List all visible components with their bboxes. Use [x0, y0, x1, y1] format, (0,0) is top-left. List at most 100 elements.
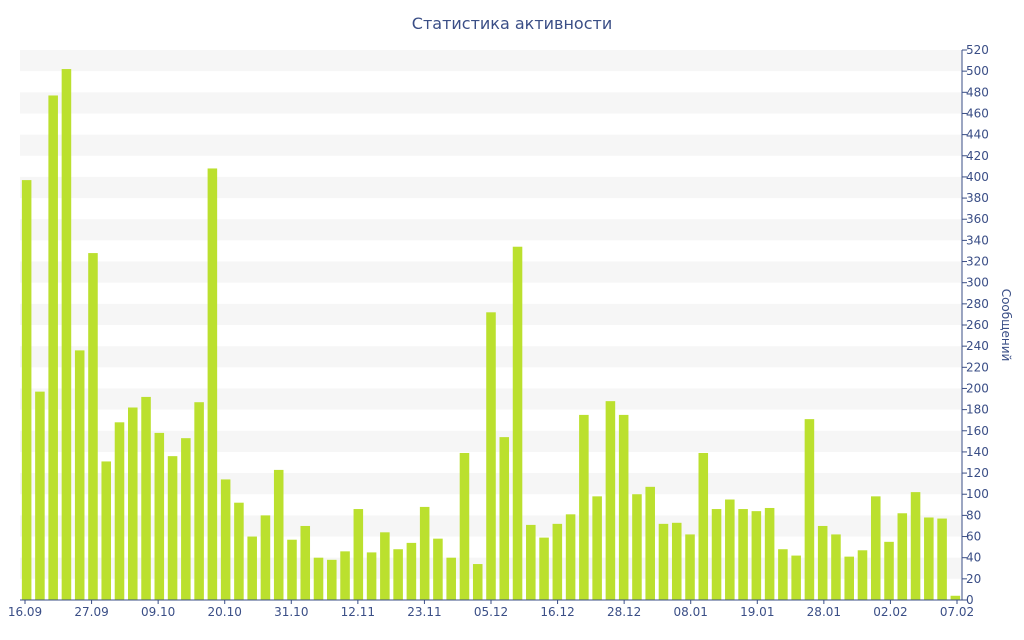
y-tick-label: 360 — [966, 212, 989, 226]
bar[interactable] — [897, 513, 908, 600]
grid-band — [20, 261, 962, 283]
y-tick-label: 140 — [966, 445, 989, 459]
bar[interactable] — [114, 422, 125, 600]
bar[interactable] — [592, 496, 602, 600]
bar[interactable] — [419, 506, 430, 600]
y-tick-label: 200 — [966, 381, 989, 395]
y-tick-label: 220 — [966, 360, 989, 374]
bar[interactable] — [313, 557, 324, 600]
bar[interactable] — [21, 180, 32, 600]
bar[interactable] — [817, 525, 828, 600]
bar[interactable] — [234, 502, 244, 600]
y-tick-label: 460 — [966, 106, 989, 120]
bar[interactable] — [247, 536, 257, 600]
y-tick-label: 0 — [966, 593, 974, 607]
bar[interactable] — [512, 246, 523, 601]
y-tick-label: 320 — [966, 255, 989, 269]
x-tick-label: 27.09 — [74, 605, 108, 619]
bar[interactable] — [380, 532, 390, 600]
x-tick-label: 28.12 — [607, 605, 641, 619]
bar[interactable] — [327, 559, 337, 600]
bar[interactable] — [220, 479, 231, 600]
bar[interactable] — [393, 549, 403, 600]
bar[interactable] — [353, 509, 364, 600]
bar[interactable] — [433, 538, 443, 600]
bar[interactable] — [340, 551, 350, 600]
bar[interactable] — [671, 522, 682, 600]
bar[interactable] — [884, 541, 894, 600]
bar[interactable] — [685, 534, 695, 600]
bar[interactable] — [924, 517, 934, 601]
bar[interactable] — [698, 452, 709, 600]
bar[interactable] — [207, 168, 218, 600]
bar[interactable] — [194, 402, 204, 600]
bar[interactable] — [446, 557, 456, 600]
x-axis-ticks: 16.09 27.09 09.10 20.10 31.10 12.11 23.11 05.12… — [8, 600, 974, 619]
bar[interactable] — [791, 555, 801, 600]
bar[interactable] — [910, 492, 921, 600]
bar[interactable] — [764, 507, 775, 600]
bar[interactable] — [711, 509, 722, 600]
bar[interactable] — [552, 523, 563, 600]
bars — [21, 69, 961, 601]
bar[interactable] — [844, 556, 854, 600]
x-tick-label: 19.01 — [740, 605, 774, 619]
bar[interactable] — [950, 595, 961, 600]
bar[interactable] — [472, 564, 483, 600]
bar[interactable] — [459, 452, 470, 600]
bar[interactable] — [287, 539, 297, 600]
x-tick-label: 09.10 — [141, 605, 175, 619]
y-tick-label: 20 — [966, 572, 981, 586]
bar[interactable] — [406, 542, 417, 600]
y-tick-label: 380 — [966, 191, 989, 205]
bar[interactable] — [937, 518, 947, 600]
bar[interactable] — [141, 396, 151, 600]
bar[interactable] — [260, 515, 271, 600]
bar[interactable] — [88, 253, 98, 600]
bar[interactable] — [101, 461, 112, 600]
bar[interactable] — [778, 549, 788, 600]
x-tick-label: 12.11 — [341, 605, 375, 619]
bar[interactable] — [526, 524, 536, 600]
bar[interactable] — [48, 95, 58, 600]
bar[interactable] — [857, 550, 868, 600]
bar[interactable] — [618, 414, 629, 600]
grid-band — [20, 50, 962, 72]
y-tick-label: 120 — [966, 466, 989, 480]
bar[interactable] — [831, 534, 841, 600]
bar[interactable] — [738, 509, 748, 600]
y-tick-label: 340 — [966, 233, 989, 247]
y-tick-label: 440 — [966, 128, 989, 142]
bar[interactable] — [565, 514, 576, 600]
bar[interactable] — [804, 419, 815, 600]
bar[interactable] — [181, 438, 191, 600]
bar[interactable] — [61, 69, 72, 601]
bar[interactable] — [579, 414, 589, 600]
bar[interactable] — [605, 401, 616, 600]
bar[interactable] — [539, 537, 549, 600]
chart-title: Статистика активности — [411, 14, 613, 33]
bar[interactable] — [725, 499, 735, 600]
bar[interactable] — [300, 525, 311, 600]
y-tick-label: 260 — [966, 318, 989, 332]
bar[interactable] — [154, 432, 165, 600]
y-tick-label: 240 — [966, 339, 989, 353]
bar[interactable] — [128, 407, 138, 601]
bar[interactable] — [74, 350, 85, 600]
x-tick-label: 07.02 — [940, 605, 974, 619]
x-tick-label: 02.02 — [873, 605, 907, 619]
bar[interactable] — [366, 552, 377, 600]
bar[interactable] — [35, 391, 45, 600]
bar[interactable] — [658, 523, 669, 600]
bar[interactable] — [870, 496, 881, 600]
bar[interactable] — [751, 511, 762, 600]
bar[interactable] — [167, 456, 178, 600]
bar[interactable] — [632, 494, 642, 600]
bar[interactable] — [486, 312, 496, 600]
bar[interactable] — [499, 437, 510, 600]
y-tick-label: 520 — [966, 43, 989, 57]
y-tick-label: 420 — [966, 149, 989, 163]
bar[interactable] — [273, 469, 284, 600]
bar[interactable] — [645, 486, 655, 600]
